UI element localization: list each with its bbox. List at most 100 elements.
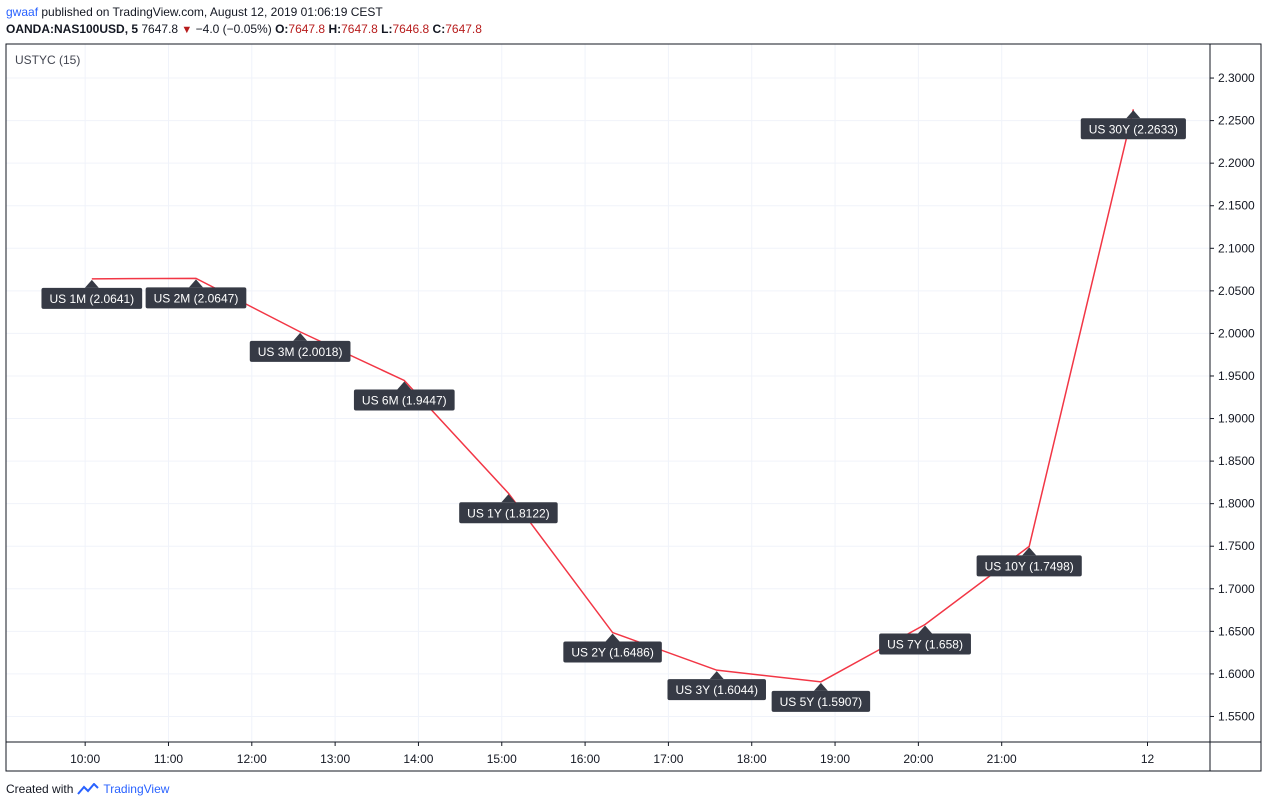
y-tick-label: 2.3000 xyxy=(1218,71,1255,85)
data-point-label-text: US 7Y (1.658) xyxy=(887,638,963,652)
y-tick-label: 2.1500 xyxy=(1218,199,1255,213)
y-tick-label: 2.0000 xyxy=(1218,326,1255,340)
created-with-text: Created with xyxy=(6,782,74,796)
data-point-label[interactable]: US 3Y (1.6044) xyxy=(667,671,766,701)
data-point-label-box xyxy=(41,287,143,309)
close-value: 7647.8 xyxy=(445,22,482,36)
y-tick-label: 2.0500 xyxy=(1218,284,1255,298)
x-tick-label: 19:00 xyxy=(820,752,850,766)
x-tick-label: 16:00 xyxy=(570,752,600,766)
y-tick-label: 1.6500 xyxy=(1218,624,1255,638)
publish-info: gwaaf published on TradingView.com, Augu… xyxy=(6,5,383,19)
data-point-label[interactable]: US 7Y (1.658) xyxy=(879,625,971,655)
data-point-label-text: US 1M (2.0641) xyxy=(49,292,134,306)
y-tick-label: 1.7000 xyxy=(1218,582,1255,596)
data-point-marker xyxy=(1022,547,1037,556)
high-value: 7647.8 xyxy=(341,22,378,36)
data-point-label-text: US 30Y (2.2633) xyxy=(1089,122,1178,136)
data-point-label[interactable]: US 2M (2.0647) xyxy=(145,279,247,309)
data-point-label-box xyxy=(353,389,455,411)
data-point-label-box xyxy=(879,633,971,655)
data-point-label[interactable]: US 10Y (1.7498) xyxy=(976,547,1082,577)
y-tick-label: 2.2000 xyxy=(1218,156,1255,170)
data-point-label-box xyxy=(145,287,247,309)
chart-frame xyxy=(5,43,1262,772)
y-tick-label: 1.8500 xyxy=(1218,454,1255,468)
data-point-label[interactable]: US 2Y (1.6486) xyxy=(563,633,662,663)
x-tick-label: 14:00 xyxy=(403,752,433,766)
data-point-marker xyxy=(293,332,308,341)
data-point-label-text: US 6M (1.9447) xyxy=(362,393,447,407)
data-point-label-box xyxy=(459,502,558,524)
data-point-label[interactable]: US 3M (2.0018) xyxy=(249,332,351,362)
data-point-marker xyxy=(1126,110,1141,119)
x-tick-label: 17:00 xyxy=(653,752,683,766)
last-price: 7647.8 xyxy=(141,22,179,36)
data-point-label-text: US 10Y (1.7498) xyxy=(985,559,1074,573)
y-tick-label: 1.6000 xyxy=(1218,667,1255,681)
x-tick-label: 12:00 xyxy=(237,752,267,766)
data-point-label[interactable]: US 6M (1.9447) xyxy=(353,381,455,411)
data-point-marker xyxy=(188,279,203,288)
point-labels: US 1M (2.0641) US 2M (2.0647) US 3M (2.001… xyxy=(41,110,1186,712)
x-tick-label: 12 xyxy=(1141,752,1155,766)
tradingview-brand[interactable]: TradingView xyxy=(103,782,170,796)
data-point-label-text: US 2Y (1.6486) xyxy=(571,646,654,660)
open-label: O: xyxy=(275,22,289,36)
y-tick-label: 1.5500 xyxy=(1218,709,1255,723)
data-point-label-text: US 1Y (1.8122) xyxy=(467,506,550,520)
data-point-label[interactable]: US 1M (2.0641) xyxy=(41,279,143,309)
data-point-marker xyxy=(501,494,516,503)
publish-text: published on TradingView.com, August 12,… xyxy=(41,5,383,19)
data-point-label-box xyxy=(667,679,766,701)
x-tick-label: 20:00 xyxy=(903,752,933,766)
data-point-marker xyxy=(397,381,412,390)
yield-curve-line[interactable] xyxy=(91,109,1135,683)
y-tick-label: 2.1000 xyxy=(1218,241,1255,255)
data-point-label-text: US 3M (2.0018) xyxy=(258,345,343,359)
price-change: −4.0 (−0.05%) xyxy=(195,22,272,36)
symbol-name: OANDA:NAS100USD, 5 xyxy=(6,22,139,36)
data-point-label[interactable]: US 30Y (2.2633) xyxy=(1080,110,1186,140)
x-tick-label: 13:00 xyxy=(320,752,350,766)
y-tick-label: 2.2500 xyxy=(1218,114,1255,128)
data-point-label-box xyxy=(563,641,662,663)
data-point-marker xyxy=(605,633,620,642)
data-point-label-box xyxy=(976,555,1082,577)
low-label: L: xyxy=(381,22,393,36)
data-point-label-box xyxy=(1080,118,1186,140)
y-tick-label: 1.7500 xyxy=(1218,539,1255,553)
low-value: 7646.8 xyxy=(392,22,430,36)
data-point-label-text: US 5Y (1.5907) xyxy=(780,695,863,709)
indicator-title[interactable]: USTYC (15) xyxy=(15,53,81,67)
data-point-label[interactable]: US 1Y (1.8122) xyxy=(459,494,558,524)
data-point-label-box xyxy=(771,690,871,712)
y-tick-label: 1.9500 xyxy=(1218,369,1255,383)
data-point-label[interactable]: US 5Y (1.5907) xyxy=(771,682,871,712)
x-tick-label: 21:00 xyxy=(987,752,1017,766)
data-point-marker xyxy=(709,671,724,680)
y-tick-label: 1.8000 xyxy=(1218,497,1255,511)
y-tick-label: 1.9000 xyxy=(1218,412,1255,426)
down-arrow-icon: ▼ xyxy=(181,24,193,36)
price-axis[interactable]: 1.5500 1.6000 1.6500 1.7000 1.7500 1.8000 1.85… xyxy=(1210,71,1255,723)
data-point-marker xyxy=(84,279,99,288)
high-label: H: xyxy=(328,22,342,36)
tradingview-logo-icon xyxy=(77,783,100,795)
time-axis[interactable]: 10:00 11:00 12:00 13:00 14:00 15:00 16:00 17:00… xyxy=(70,742,1155,766)
author-link[interactable]: gwaaf xyxy=(6,5,39,19)
data-point-marker xyxy=(813,682,828,691)
data-point-label-box xyxy=(249,340,351,362)
open-value: 7647.8 xyxy=(288,22,326,36)
footer: Created with TradingView xyxy=(6,782,169,796)
x-tick-label: 11:00 xyxy=(154,752,183,766)
data-point-marker xyxy=(918,625,933,634)
data-point-label-text: US 2M (2.0647) xyxy=(154,291,239,305)
close-label: C: xyxy=(432,22,446,36)
x-tick-label: 10:00 xyxy=(70,752,100,766)
symbol-info: OANDA:NAS100USD, 5 7647.8 ▼ −4.0 (−0.05%… xyxy=(6,22,482,36)
grid xyxy=(6,44,1210,742)
x-tick-label: 15:00 xyxy=(487,752,517,766)
data-point-label-text: US 3Y (1.6044) xyxy=(675,683,758,697)
